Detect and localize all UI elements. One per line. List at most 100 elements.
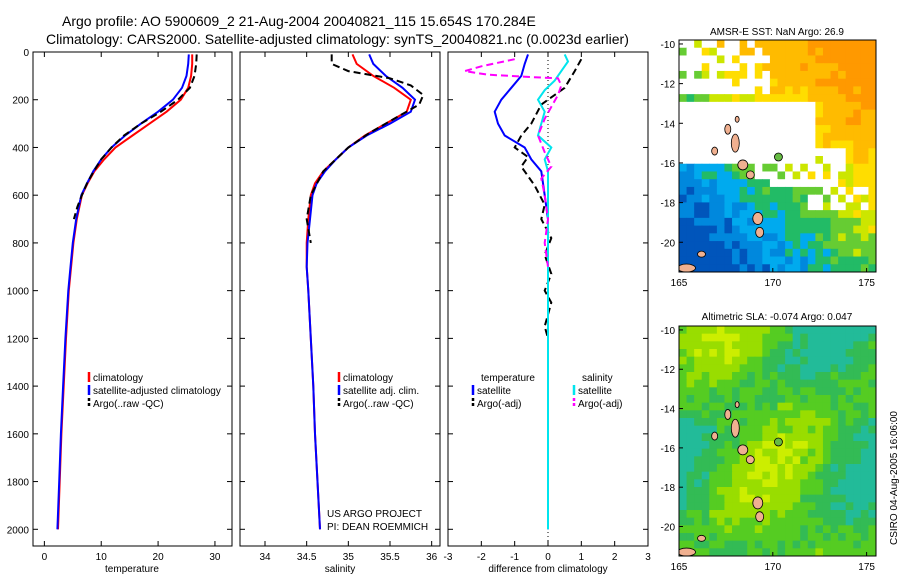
map-cell bbox=[679, 433, 688, 442]
map-cell bbox=[679, 533, 688, 542]
map-cell bbox=[777, 433, 786, 442]
map-cell bbox=[747, 233, 756, 242]
map-cell bbox=[732, 548, 741, 556]
map-cell bbox=[853, 55, 862, 64]
sla-map-title: Altimetric SLA: -0.074 Argo: 0.047 bbox=[702, 312, 853, 323]
map-cell bbox=[762, 101, 771, 111]
map-cell bbox=[747, 510, 756, 519]
map-cell bbox=[785, 179, 794, 188]
map-cell bbox=[807, 40, 816, 49]
map-cell bbox=[845, 248, 854, 258]
map-cell bbox=[701, 55, 710, 64]
map-cell bbox=[747, 333, 756, 342]
map-cell bbox=[845, 341, 854, 350]
map-cell bbox=[822, 464, 832, 473]
map-cell bbox=[694, 433, 703, 442]
map-cell bbox=[830, 540, 839, 549]
map-cell bbox=[769, 356, 778, 365]
map-cell bbox=[694, 186, 703, 196]
map-cell bbox=[822, 225, 832, 234]
map-cell bbox=[830, 210, 839, 219]
map-cell bbox=[686, 372, 695, 381]
map-cell bbox=[724, 256, 733, 265]
x-tick-label: 35 bbox=[343, 552, 355, 563]
map-cell bbox=[860, 494, 869, 503]
map-cell bbox=[838, 94, 847, 103]
map-cell bbox=[679, 494, 688, 503]
series-line-argo-raw-qc bbox=[305, 54, 425, 244]
map-cell bbox=[686, 241, 695, 250]
map-cell bbox=[785, 163, 794, 172]
map-cell bbox=[716, 117, 725, 126]
map-cell bbox=[777, 326, 786, 335]
map-cell bbox=[694, 517, 703, 526]
map-cell bbox=[739, 418, 748, 427]
map-cell bbox=[762, 387, 771, 396]
sst-map-title: AMSR-E SST: NaN Argo: 26.9 bbox=[710, 27, 844, 38]
map-cell bbox=[807, 210, 816, 219]
map-cell bbox=[815, 132, 824, 142]
map-cell bbox=[853, 86, 862, 95]
map-cell bbox=[838, 171, 847, 180]
map-cell bbox=[853, 63, 862, 72]
map-cell bbox=[686, 510, 695, 519]
map-cell bbox=[845, 186, 854, 196]
map-cell bbox=[838, 464, 847, 473]
map-cell bbox=[860, 101, 869, 111]
salinity-axes-frame bbox=[239, 51, 441, 547]
map-cell bbox=[800, 163, 809, 172]
map-cell bbox=[785, 132, 794, 142]
map-cell bbox=[762, 456, 771, 465]
y-tick-label: 1000 bbox=[7, 287, 30, 298]
map-cell bbox=[807, 502, 816, 511]
legend-label: climatology bbox=[93, 373, 143, 384]
map-cell bbox=[830, 70, 839, 80]
map-cell bbox=[830, 156, 839, 165]
legend-label: Argo(..raw -QC) bbox=[93, 399, 164, 410]
map-cell bbox=[754, 387, 763, 396]
map-cell bbox=[822, 210, 832, 219]
map-cell bbox=[792, 479, 801, 488]
map-cell bbox=[815, 233, 824, 242]
map-cell bbox=[785, 140, 794, 149]
map-cell bbox=[785, 525, 794, 534]
map-cell bbox=[777, 487, 786, 496]
map-cell bbox=[754, 456, 763, 465]
map-cell bbox=[868, 425, 876, 434]
map-cell bbox=[830, 55, 839, 64]
map-cell bbox=[679, 241, 688, 250]
map-cell bbox=[785, 471, 794, 480]
map-cell bbox=[679, 540, 688, 549]
map-cell bbox=[732, 101, 741, 111]
map-cell bbox=[830, 132, 839, 142]
map-cell bbox=[694, 395, 703, 404]
map-cell bbox=[716, 248, 725, 258]
map-cell bbox=[822, 148, 832, 157]
map-cell bbox=[739, 333, 748, 342]
map-cell bbox=[822, 510, 832, 519]
map-cell bbox=[777, 86, 786, 95]
map-cell bbox=[860, 333, 869, 342]
map-cell bbox=[679, 78, 688, 87]
map-cell bbox=[868, 356, 876, 365]
map-cell bbox=[830, 186, 839, 196]
map-cell bbox=[860, 94, 869, 103]
map-cell bbox=[807, 186, 816, 196]
map-cell bbox=[807, 125, 816, 134]
map-cell bbox=[769, 395, 778, 404]
map-cell bbox=[800, 55, 809, 64]
map-cell bbox=[724, 171, 733, 180]
map-cell bbox=[739, 179, 748, 188]
map-cell bbox=[732, 233, 741, 242]
map-cell bbox=[769, 101, 778, 111]
map-cell bbox=[868, 163, 876, 172]
map-cell bbox=[822, 333, 832, 342]
map-cell bbox=[860, 548, 869, 556]
map-cell bbox=[807, 487, 816, 496]
map-cell bbox=[868, 540, 876, 549]
map-cell bbox=[853, 248, 862, 258]
map-cell bbox=[739, 186, 748, 196]
map-cell bbox=[807, 448, 816, 457]
map-cell bbox=[694, 70, 703, 80]
map-cell bbox=[853, 156, 862, 165]
